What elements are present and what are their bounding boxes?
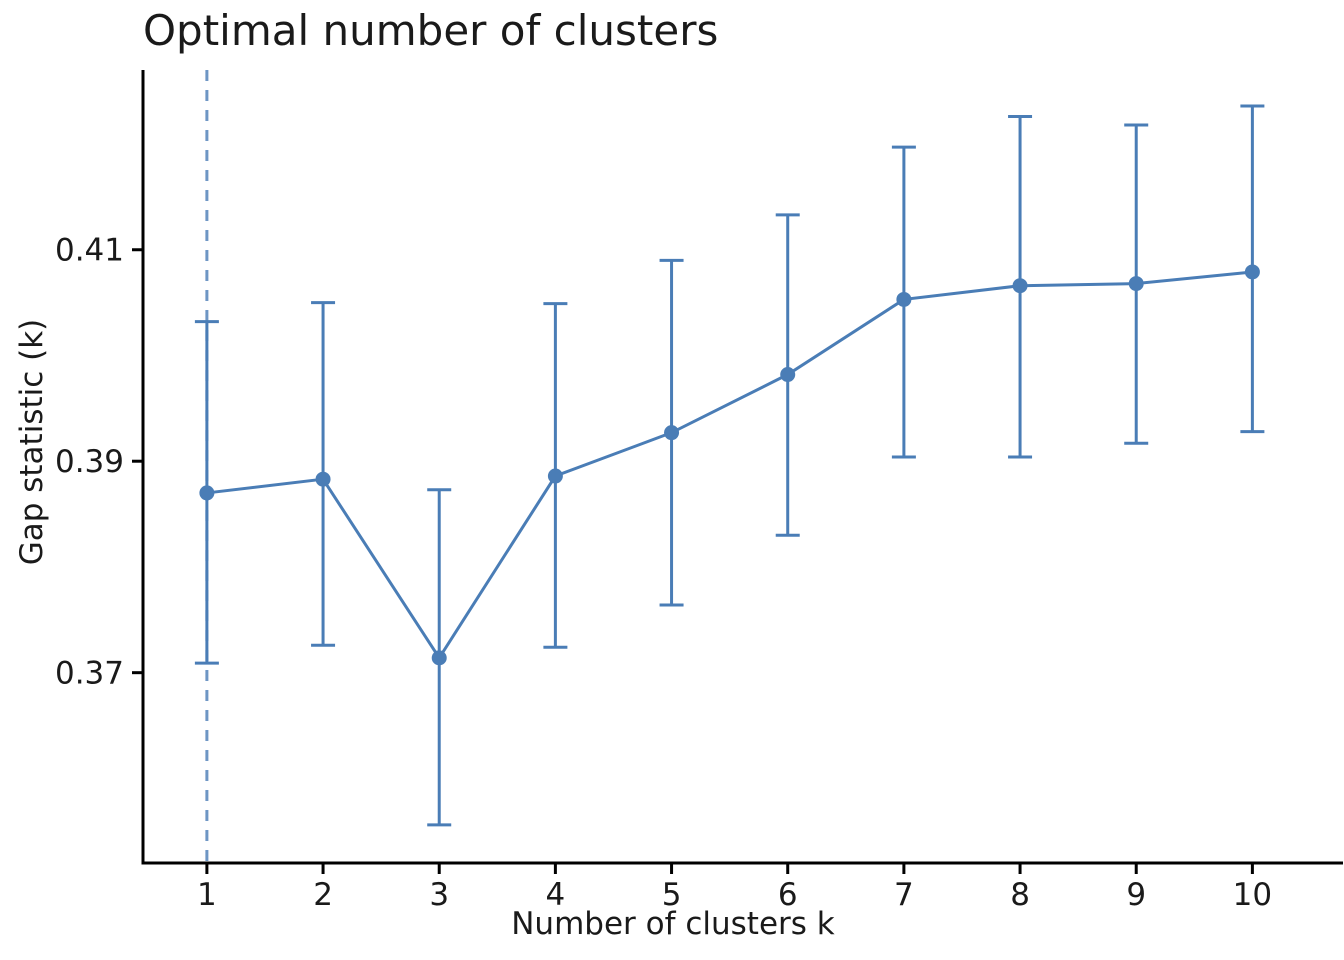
- chart-title: Optimal number of clusters: [143, 6, 719, 55]
- x-tick-label: 7: [894, 877, 914, 913]
- data-point: [1244, 264, 1260, 280]
- x-tick-label: 4: [546, 877, 566, 913]
- data-point: [896, 291, 912, 307]
- gap-statistic-line: [206, 270, 1253, 661]
- data-point: [547, 468, 563, 484]
- x-tick-label: 10: [1233, 877, 1272, 913]
- y-tick-label: 0.37: [55, 656, 124, 692]
- data-point: [1012, 278, 1028, 294]
- data-point: [315, 471, 331, 487]
- data-point: [664, 425, 680, 441]
- x-tick-label: 5: [662, 877, 682, 913]
- y-tick-label: 0.41: [55, 233, 124, 269]
- x-tick-label: 3: [429, 877, 449, 913]
- x-tick-label: 9: [1126, 877, 1146, 913]
- x-tick-label: 1: [197, 877, 217, 913]
- x-tick-label: 2: [313, 877, 333, 913]
- data-point: [780, 367, 796, 383]
- data-point: [1128, 276, 1144, 292]
- data-point: [199, 485, 215, 501]
- x-tick-label: 8: [1010, 877, 1030, 913]
- x-tick-label: 6: [778, 877, 798, 913]
- y-tick-label: 0.39: [55, 444, 124, 480]
- x-axis-label: Number of clusters k: [511, 906, 835, 942]
- data-point: [431, 650, 447, 666]
